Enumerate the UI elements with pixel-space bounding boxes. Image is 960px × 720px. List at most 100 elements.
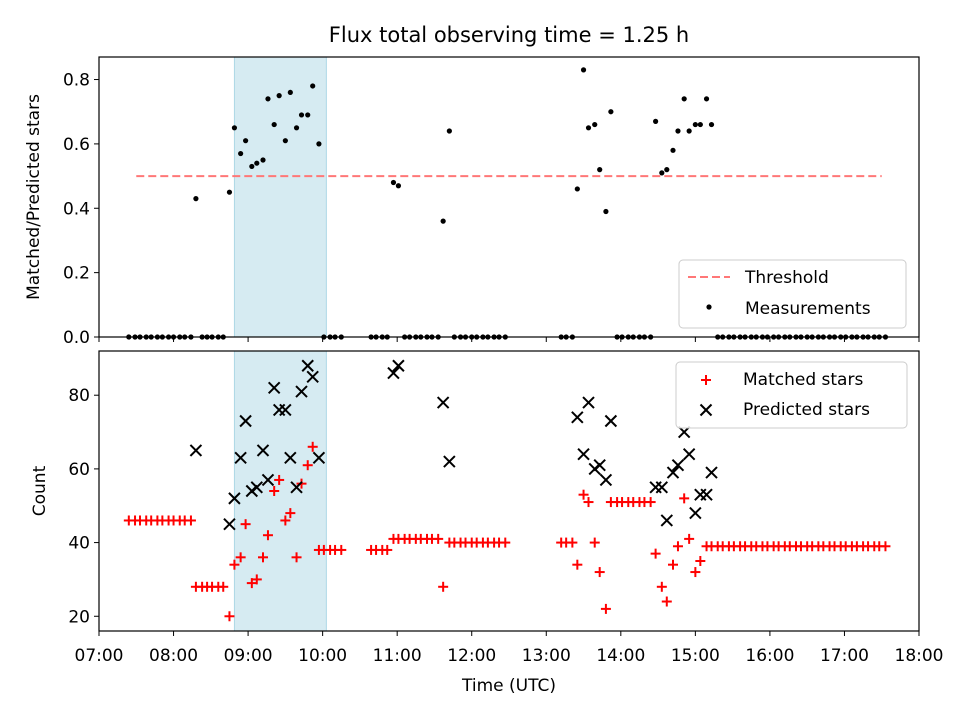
cross-stroke [582, 396, 595, 409]
cross-stroke [700, 488, 713, 501]
x-tick-label: 18:00 [895, 646, 944, 666]
measurement-point [585, 125, 592, 131]
x-tick-label: 10:00 [298, 646, 347, 666]
predicted-star-point [593, 459, 606, 472]
bottom-axes-frame [98, 350, 920, 632]
matched-star-point [684, 533, 695, 544]
matched-star-point [500, 537, 511, 548]
y-tick-label: 0.2 [63, 264, 90, 284]
measurement-point [249, 163, 255, 170]
predicted-star-point [250, 481, 263, 494]
matched-star-point [218, 581, 229, 592]
y-tick-label: 40 [68, 534, 90, 554]
highlight-span [233, 350, 327, 632]
cross-stroke [261, 473, 275, 487]
x-tick-label: 14:00 [596, 646, 645, 666]
cross-stroke [223, 517, 236, 531]
predicted-star-point [705, 466, 718, 479]
cross-stroke [666, 466, 680, 479]
matched-star-point [280, 515, 291, 526]
predicted-star-point [295, 385, 308, 398]
matched-star-point [668, 559, 678, 570]
x-tick-label: 12:00 [447, 646, 496, 666]
measurement-points [126, 67, 889, 340]
predicted-stars-points [189, 359, 718, 531]
measurement-point [670, 147, 676, 153]
measurement-point [260, 157, 266, 163]
cross-stroke [290, 481, 303, 494]
bottom-legend: Matched stars Predicted stars [675, 361, 908, 429]
top-axes-frame [98, 56, 920, 338]
predicted-star-point [392, 359, 405, 372]
x-tick-label: 17:00 [820, 646, 869, 666]
predicted-star-point [655, 481, 669, 494]
x-tick-label: 13:00 [522, 646, 571, 666]
predicted-star-point [239, 414, 252, 428]
measurement-point [305, 112, 311, 118]
legend-box [675, 361, 908, 429]
predicted-star-point [666, 466, 680, 479]
matched-star-point [336, 544, 347, 555]
y-tick-label: 0.4 [63, 199, 90, 219]
predicted-star-point [604, 414, 618, 428]
cross-stroke [436, 396, 450, 409]
measurement-point [238, 150, 244, 157]
matched-star-point [302, 460, 313, 471]
measurement-point [271, 121, 277, 128]
matched-star-point [880, 541, 891, 552]
cross-stroke [267, 381, 281, 395]
top-panel: Flux total observing time = 1.25 h 0.00.… [24, 23, 920, 348]
matched-star-point [438, 581, 449, 592]
matched-star-point [274, 474, 285, 485]
y-tick-label: 80 [68, 386, 90, 406]
legend-threshold-label: Threshold [744, 268, 829, 288]
cross-stroke [443, 455, 456, 468]
matched-star-point [433, 533, 444, 544]
matched-star-point [262, 530, 273, 541]
measurement-point [254, 160, 260, 166]
cross-stroke [671, 459, 685, 472]
predicted-star-point [228, 492, 241, 505]
matched-star-point [285, 508, 296, 519]
cross-stroke [250, 481, 263, 494]
x-tick-label: 07:00 [75, 646, 124, 666]
matched-star-point [656, 581, 667, 592]
chart-title: Flux total observing time = 1.25 h [329, 23, 689, 47]
matched-star-point [567, 537, 578, 548]
measurement-point [574, 186, 580, 192]
matched-star-point [589, 537, 600, 548]
predicted-star-point [312, 451, 326, 465]
measurement-point [603, 208, 609, 215]
measurement-point [708, 121, 715, 128]
y-tick-label: 0.6 [63, 135, 90, 155]
bottom-y-axis-label: Count [30, 465, 50, 516]
measurement-point [692, 121, 698, 128]
measurement-point [390, 179, 397, 186]
y-axis-ticks: 0.0 0.2 0.4 0.6 0.8 [63, 71, 99, 348]
y-tick-label: 0.0 [63, 328, 90, 348]
measurement-point [440, 218, 446, 224]
x-axis-ticks: 07:00 08:00 09:00 10:00 11:00 12:00 13:00 14:00… [75, 631, 944, 666]
measurement-point [316, 141, 322, 147]
measurement-point [226, 189, 233, 195]
measurement-point [287, 89, 293, 96]
predicted-star-point [577, 447, 590, 461]
matched-star-point [235, 552, 246, 563]
cross-stroke [279, 403, 292, 417]
cross-stroke [312, 451, 326, 465]
y-tick-label: 0.8 [63, 71, 90, 91]
matched-star-point [291, 552, 302, 563]
predicted-star-point [700, 488, 713, 501]
legend-measurements-label: Measurements [745, 299, 871, 319]
measurement-point [298, 112, 305, 118]
predicted-star-point [689, 506, 702, 520]
matched-star-point [224, 611, 235, 622]
matched-star-point [572, 559, 583, 570]
measurement-point [653, 118, 659, 124]
measurement-point [681, 96, 687, 102]
measurement-point [703, 96, 710, 102]
matched-star-point [240, 519, 251, 530]
y-tick-label: 20 [68, 607, 90, 627]
predicted-star-point [189, 444, 203, 457]
measurement-point [282, 138, 288, 144]
